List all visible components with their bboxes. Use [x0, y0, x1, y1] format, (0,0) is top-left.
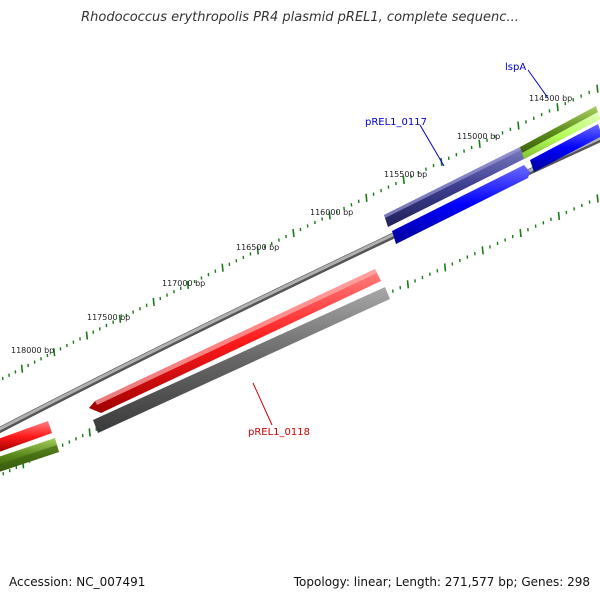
gene-label-pREL1-0117[interactable]: pREL1_0117 — [365, 117, 427, 128]
outer-ruler-major-tick — [53, 348, 56, 357]
inner-ruler-major-tick — [88, 428, 91, 437]
tick-label-116000: 116000 bp — [310, 208, 353, 217]
tick-label-116500: 116500 bp — [236, 243, 279, 252]
inner-ruler-major-tick — [596, 194, 599, 203]
tick-label-114500: 114500 bp — [529, 94, 572, 103]
tick-label-115000: 115000 bp — [457, 132, 500, 141]
gene-gray-block[interactable] — [93, 287, 390, 433]
inner-ruler-major-tick — [519, 229, 522, 238]
tick-label-117000: 117000 bp — [162, 279, 205, 288]
inner-ruler-major-tick — [406, 280, 410, 289]
outer-ruler-major-tick — [402, 175, 405, 184]
gene-left-red-block[interactable] — [0, 421, 52, 452]
gene-left-olive-block[interactable] — [0, 438, 59, 472]
inner-ruler-major-tick — [443, 263, 447, 272]
genome-stats-label: Topology: linear; Length: 271,577 bp; Ge… — [293, 575, 590, 589]
outer-ruler-major-tick — [478, 139, 481, 148]
tick-label-115500: 115500 bp — [384, 170, 427, 179]
outer-tick-ruler — [1, 84, 599, 381]
outer-ruler-major-tick — [256, 246, 259, 255]
tick-label-118000: 118000 bp — [11, 346, 54, 355]
outer-ruler-major-tick — [118, 314, 122, 323]
outer-ruler-major-tick — [85, 331, 89, 340]
gene-pREL1-0118-arrow[interactable] — [89, 269, 381, 413]
tick-labels: 114500 bp 115000 bp 115500 bp 116000 bp … — [11, 94, 572, 355]
outer-ruler-major-tick — [20, 364, 24, 373]
inner-ruler-major-tick — [481, 246, 484, 255]
gene-label-lspA[interactable]: lspA — [505, 62, 526, 73]
leader-line-pREL1-0117 — [419, 124, 445, 167]
forward-strand-genes — [0, 106, 600, 452]
gene-blue-right-block[interactable] — [392, 124, 600, 244]
gene-labels: lspA pREL1_0117 pREL1_0118 — [248, 62, 549, 438]
outer-ruler-major-tick — [292, 228, 295, 238]
outer-ruler-major-tick — [556, 103, 559, 112]
outer-ruler-major-tick — [328, 211, 331, 220]
gene-lspA-block[interactable] — [520, 106, 600, 159]
leader-line-pREL1-0118 — [252, 382, 273, 426]
leader-line-lspA — [527, 69, 549, 99]
map-title: Rhodococcus erythropolis PR4 plasmid pRE… — [81, 10, 519, 25]
reverse-strand-genes — [0, 124, 600, 472]
outer-ruler-major-tick — [517, 121, 520, 130]
accession-label: Accession: NC_007491 — [9, 575, 146, 589]
tick-label-117500: 117500 bp — [87, 313, 130, 322]
outer-ruler-major-tick — [221, 263, 224, 272]
gene-label-pREL1-0118[interactable]: pREL1_0118 — [248, 427, 310, 438]
outer-ruler-major-tick — [365, 193, 368, 202]
gene-pREL1-0117-block[interactable] — [384, 147, 524, 227]
outer-ruler-major-tick — [596, 84, 599, 93]
outer-ruler-major-tick — [152, 297, 155, 306]
inner-ruler-major-tick — [557, 211, 561, 220]
outer-ruler-major-tick — [186, 280, 190, 289]
